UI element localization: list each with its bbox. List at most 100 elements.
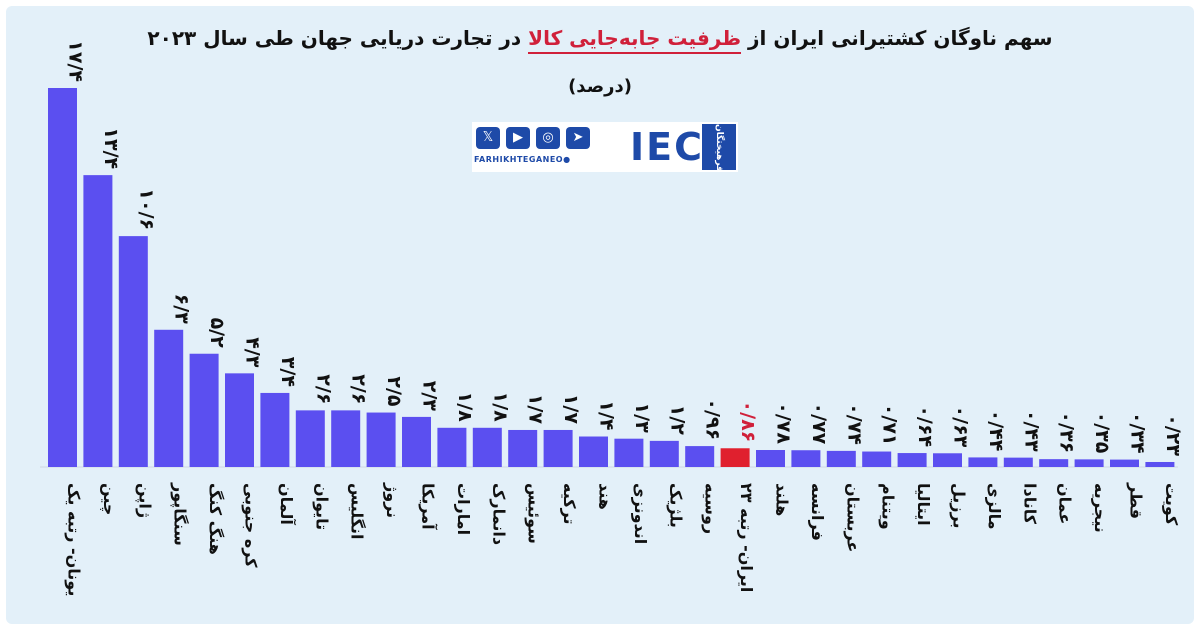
bar: [402, 416, 431, 467]
bar: [649, 440, 679, 467]
category-label: نیجریه: [1091, 483, 1110, 533]
category-label: هنگ کنگ: [206, 483, 225, 555]
bar: [508, 429, 538, 467]
bar: [154, 329, 184, 467]
value-label: ۰/۴۴: [985, 410, 1007, 452]
telegram-icon[interactable]: ➤: [566, 127, 590, 149]
category-label: آلمان: [277, 483, 297, 525]
category-label: هلند: [773, 483, 792, 516]
bar: [1110, 459, 1139, 467]
bar: [897, 453, 927, 467]
title-part-1: سهم ناوگان کشتیرانی ایران از: [748, 26, 1053, 50]
category-label: ایران- رتبه ۲۳: [737, 483, 756, 592]
bar: [437, 427, 467, 467]
bar: [543, 429, 573, 467]
category-label: ترکیه: [560, 483, 579, 525]
category-label: آمریکا: [419, 483, 439, 530]
bar: [826, 450, 856, 467]
bar: [225, 373, 254, 467]
value-label: ۲/۳: [419, 381, 441, 412]
category-label: سوئیس: [525, 483, 544, 544]
bar: [933, 453, 962, 467]
category-label: اندونزی: [631, 483, 650, 544]
value-label: ۰/۷۷: [808, 402, 830, 444]
value-label: ۳/۴: [277, 357, 299, 387]
youtube-icon[interactable]: ▶: [506, 127, 530, 149]
value-label: ۱/۸: [489, 392, 511, 423]
category-label: دانمارک: [489, 483, 508, 545]
category-label: قطر: [1127, 482, 1146, 519]
category-label: یونان- رتبه یک: [65, 483, 84, 596]
bar: [862, 451, 892, 467]
category-label: امارات: [454, 483, 473, 535]
value-label: ۰/۸۶: [737, 401, 759, 443]
bar: [579, 436, 608, 467]
value-label: ۱/۲: [666, 405, 688, 436]
category-label: ایتالیا: [914, 483, 933, 526]
value-label: ۱/۳: [631, 403, 653, 434]
category-label: کویت: [1162, 483, 1181, 526]
instagram-icon[interactable]: ◎: [536, 127, 560, 149]
bar: [685, 446, 715, 467]
value-label: ۵/۲: [206, 318, 228, 349]
value-label: ۲/۶: [312, 374, 334, 404]
category-label: فرانسه: [808, 483, 827, 541]
category-label: انگلیس: [348, 483, 367, 539]
value-label: ۰/۷۸: [773, 402, 795, 444]
brand-logo: 𝕏 ▶ ◎ ➤ FARHIKHTEGANEO● IEC فرهیختگان: [472, 122, 738, 172]
value-label: ۰/۹۶: [702, 398, 724, 440]
value-label: ۰/۷۱: [879, 404, 901, 446]
category-label: سنگاپور: [170, 482, 190, 546]
bar: [968, 457, 998, 467]
category-label: هند: [596, 483, 615, 510]
value-label: ۱/۷: [525, 394, 547, 425]
bar: [118, 236, 148, 467]
category-label: ویتنام: [879, 483, 898, 530]
bar: [260, 392, 290, 467]
category-label: بلژیک: [666, 483, 685, 528]
bar: [83, 175, 113, 467]
value-label: ۶/۳: [171, 294, 193, 325]
bar: [366, 412, 396, 467]
value-label: ۰/۶۴: [914, 405, 936, 447]
bar: [791, 450, 821, 467]
value-label: ۱۷/۴: [65, 40, 87, 82]
bar: [1074, 459, 1104, 467]
bar: [331, 410, 361, 467]
value-label: ۱/۷: [560, 394, 582, 425]
logo-handle: FARHIKHTEGANEO●: [474, 155, 571, 164]
logo-mark: IEC: [630, 125, 704, 169]
value-label: ۲/۵: [383, 376, 405, 407]
category-label: چین: [99, 483, 119, 515]
bar: [1039, 459, 1069, 467]
category-label: روسیه: [702, 483, 721, 534]
x-icon[interactable]: 𝕏: [476, 127, 500, 149]
bar: [1145, 461, 1175, 467]
bar: [472, 427, 502, 467]
value-label: ۱۳/۴: [100, 127, 122, 169]
category-label: کره جنوبی: [242, 483, 261, 568]
value-label: ۱/۴: [596, 400, 618, 430]
chart-unit: (درصد): [568, 76, 632, 97]
value-label: ۴/۳: [242, 337, 264, 368]
category-label: کانادا: [1020, 483, 1039, 525]
bar: [614, 438, 644, 467]
category-label: تایوان: [312, 483, 331, 530]
category-label: عمان: [1056, 483, 1075, 524]
value-label: ۰/۳۵: [1091, 412, 1113, 454]
value-label: ۰/۳۴: [1127, 412, 1149, 454]
bar: [189, 353, 219, 467]
value-label: ۰/۴۳: [1020, 410, 1042, 452]
chart-title: سهم ناوگان کشتیرانی ایران از ظرفیت جابه‌…: [0, 26, 1200, 54]
bar: [295, 410, 325, 467]
logo-badge: فرهیختگان: [702, 124, 736, 172]
value-label: ۱۰/۶: [135, 188, 157, 230]
value-label: ۰/۳۶: [1056, 411, 1078, 453]
value-label: ۰/۶۳: [950, 406, 972, 448]
bar: [48, 88, 77, 467]
value-label: ۰/۷۴: [843, 403, 865, 445]
value-label: ۱/۸: [454, 392, 476, 423]
value-label: ۲/۶: [348, 374, 370, 404]
bar: [756, 450, 785, 467]
